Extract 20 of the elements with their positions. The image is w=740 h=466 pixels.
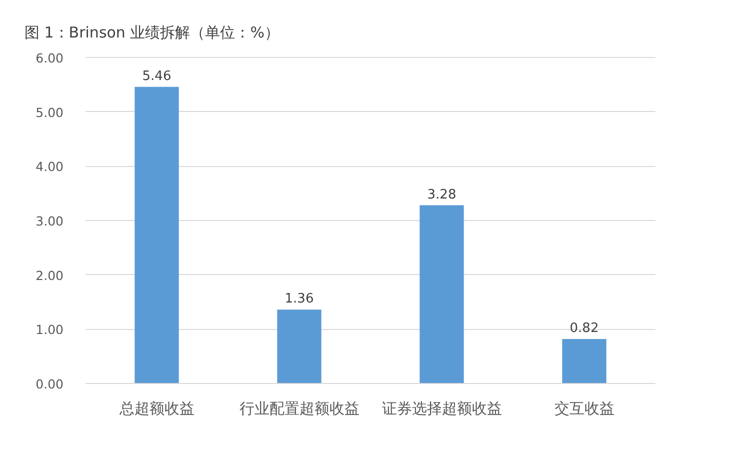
data-label: 5.46 — [142, 68, 172, 84]
y-tick-label: 4.00 — [36, 159, 64, 174]
y-tick-label: 2.00 — [36, 268, 64, 283]
data-label: 1.36 — [284, 292, 314, 307]
bar — [134, 86, 179, 384]
y-tick-label: 1.00 — [36, 322, 64, 338]
bar — [420, 205, 464, 384]
y-tick-label: 3.00 — [36, 214, 64, 228]
y-tick-label: 0.00 — [36, 376, 64, 392]
data-label: 0.82 — [570, 320, 599, 336]
x-tick-label: 证券选择超额收益 — [382, 400, 502, 418]
x-tick-label: 交互收益 — [554, 400, 614, 418]
y-tick-label: 5.00 — [36, 104, 64, 120]
y-tick-label: 6.00 — [36, 50, 64, 66]
x-tick-label: 总超额收益 — [118, 400, 194, 418]
bar — [277, 310, 322, 384]
bar — [562, 338, 606, 384]
chart-title: 图 1：Brinson 业绩拆解（单位：%） — [24, 24, 280, 42]
x-tick-label: 行业配置超额收益 — [239, 400, 360, 418]
data-label: 3.28 — [427, 187, 456, 202]
